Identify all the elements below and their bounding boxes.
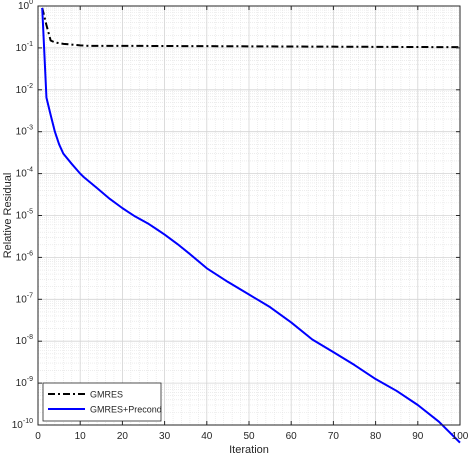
y-tick-label: 10-2: [16, 83, 33, 96]
x-tick-label: 20: [117, 431, 129, 442]
y-tick-labels: 100 10-1 10-2 10-3 10-4 10-5 10-6 10-7 10-8 10-9 1…: [12, 0, 33, 431]
legend: GMRES GMRES+Precond: [42, 382, 162, 422]
x-tick-label: 50: [243, 431, 255, 442]
y-tick-label: 10-6: [16, 250, 33, 263]
y-tick-label: 10-7: [16, 292, 33, 305]
y-tick-label: 10-9: [16, 376, 33, 389]
x-tick-label: 70: [328, 431, 340, 442]
x-tick-label: 40: [201, 431, 213, 442]
y-tick-label: 10-3: [16, 125, 33, 138]
y-tick-label: 10-4: [16, 167, 33, 180]
legend-box: [42, 382, 162, 422]
x-axis-label: Iteration: [229, 444, 269, 455]
x-tick-label: 0: [35, 431, 41, 442]
series-layer: [41, 7, 461, 444]
y-tick-label: 10-8: [16, 334, 33, 347]
x-tick-label: 10: [75, 431, 87, 442]
x-tick-label: 60: [286, 431, 298, 442]
series-line-gmres-precond: [41, 7, 461, 444]
major-grid: [38, 6, 460, 425]
x-tick-label: 100: [452, 431, 468, 442]
y-tick-label: 10-5: [16, 209, 33, 222]
x-tick-label: 90: [412, 431, 424, 442]
y-tick-label: 10-1: [16, 41, 33, 54]
legend-label: GMRES: [90, 390, 123, 400]
x-tick-labels: 0 10 20 30 40 50 60 70 80 90 100: [35, 431, 468, 442]
legend-label: GMRES+Precond: [90, 405, 162, 415]
y-tick-label: 100: [18, 0, 33, 12]
tick-marks: [37, 5, 461, 426]
y-tick-label: 10-10: [12, 418, 33, 431]
x-tick-label: 80: [370, 431, 382, 442]
x-tick-label: 30: [159, 431, 171, 442]
y-axis-label: Relative Residual: [2, 173, 14, 259]
